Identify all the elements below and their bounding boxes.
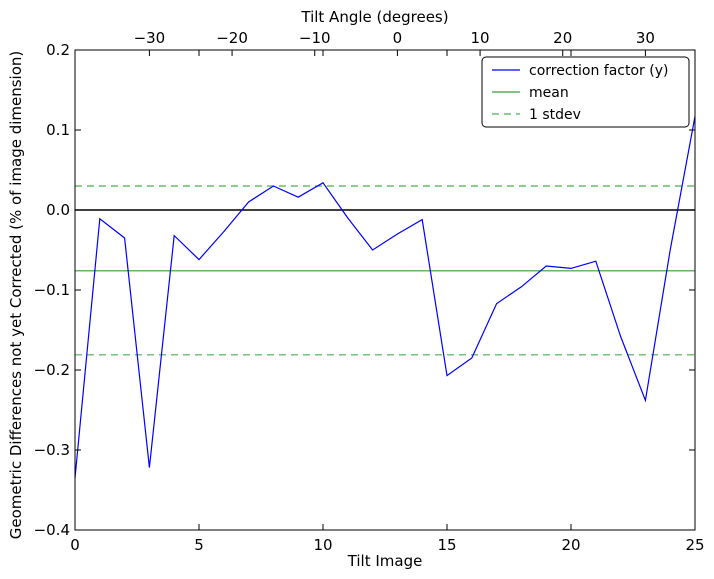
y-axis: −0.4 −0.3 −0.2 −0.1 0.0 0.1 0.2 [34, 41, 695, 539]
top-x-tick-label: −10 [299, 29, 331, 47]
y-tick-label: 0.1 [46, 121, 70, 139]
y-tick-label: 0.0 [46, 201, 70, 219]
top-x-axis-label: Tilt Angle (degrees) [300, 8, 448, 26]
y-tick-label: 0.2 [46, 41, 70, 59]
x-tick-label: 15 [437, 536, 456, 554]
legend-label: mean [529, 85, 569, 101]
x-tick-label: 10 [313, 536, 332, 554]
x-axis-label: Tilt Image [347, 552, 423, 570]
x-tick-label: 25 [685, 536, 704, 554]
series-group [74, 116, 696, 479]
bottom-x-axis: 0 5 10 15 20 25 [70, 50, 705, 554]
top-x-tick-label: 10 [471, 29, 490, 47]
y-tick-label: −0.3 [34, 441, 70, 459]
series-line [74, 116, 696, 479]
legend-box [481, 56, 690, 128]
x-tick-label: 20 [561, 536, 580, 554]
y-axis-label: Geometric Differences not yet Corrected … [7, 51, 25, 540]
legend-label: 1 stdev [529, 107, 581, 123]
y-tick-label: −0.2 [34, 361, 70, 379]
legend: correction factor (y) mean 1 stdev [481, 56, 690, 128]
legend-label: correction factor (y) [529, 63, 668, 79]
top-x-tick-label: −20 [216, 29, 248, 47]
top-x-tick-label: 20 [553, 29, 572, 47]
top-x-tick-label: 30 [636, 29, 655, 47]
top-x-tick-label: 0 [393, 29, 403, 47]
x-tick-label: 0 [70, 536, 80, 554]
top-x-tick-label: −30 [134, 29, 166, 47]
x-tick-label: 5 [194, 536, 204, 554]
y-tick-label: −0.4 [34, 521, 70, 539]
top-x-axis: −30 −20 −10 0 10 20 30 [134, 29, 655, 56]
stdev-lines [75, 185, 695, 356]
y-tick-label: −0.1 [34, 281, 70, 299]
